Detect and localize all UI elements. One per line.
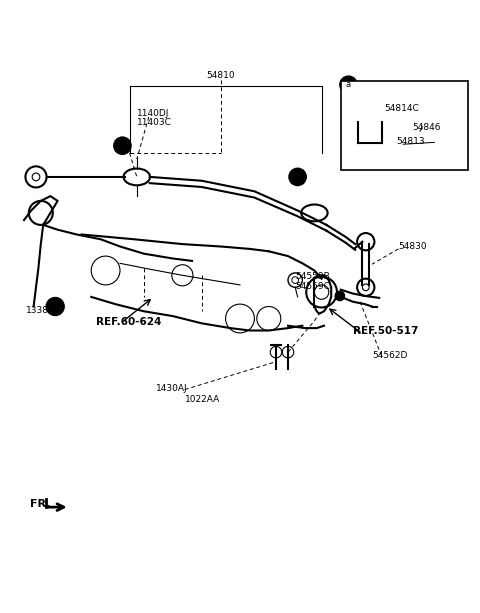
Circle shape	[47, 298, 64, 315]
Text: a: a	[295, 172, 300, 181]
Circle shape	[335, 291, 345, 301]
Text: REF.50-517: REF.50-517	[353, 327, 418, 337]
Circle shape	[114, 137, 131, 154]
Text: 1022AA: 1022AA	[185, 395, 220, 404]
Text: 54562D: 54562D	[372, 351, 408, 360]
Text: 54559B: 54559B	[295, 272, 330, 281]
Text: 1140DJ: 1140DJ	[137, 109, 169, 118]
Text: 11403C: 11403C	[137, 118, 172, 127]
Bar	[341, 81, 468, 170]
Text: 54559C: 54559C	[295, 282, 330, 291]
Text: a: a	[346, 80, 351, 89]
Circle shape	[289, 168, 306, 186]
Text: 1338CA: 1338CA	[26, 306, 62, 315]
Text: 54810: 54810	[206, 70, 235, 80]
Text: REF.60-624: REF.60-624	[96, 317, 161, 327]
Text: 54814C: 54814C	[384, 104, 419, 113]
Text: 1430AJ: 1430AJ	[156, 384, 188, 392]
Text: a: a	[120, 141, 125, 150]
Text: FR.: FR.	[30, 499, 50, 509]
Text: 54846: 54846	[412, 123, 440, 132]
Text: 54830: 54830	[398, 242, 427, 251]
Text: 54813: 54813	[396, 137, 425, 147]
Circle shape	[340, 76, 357, 93]
